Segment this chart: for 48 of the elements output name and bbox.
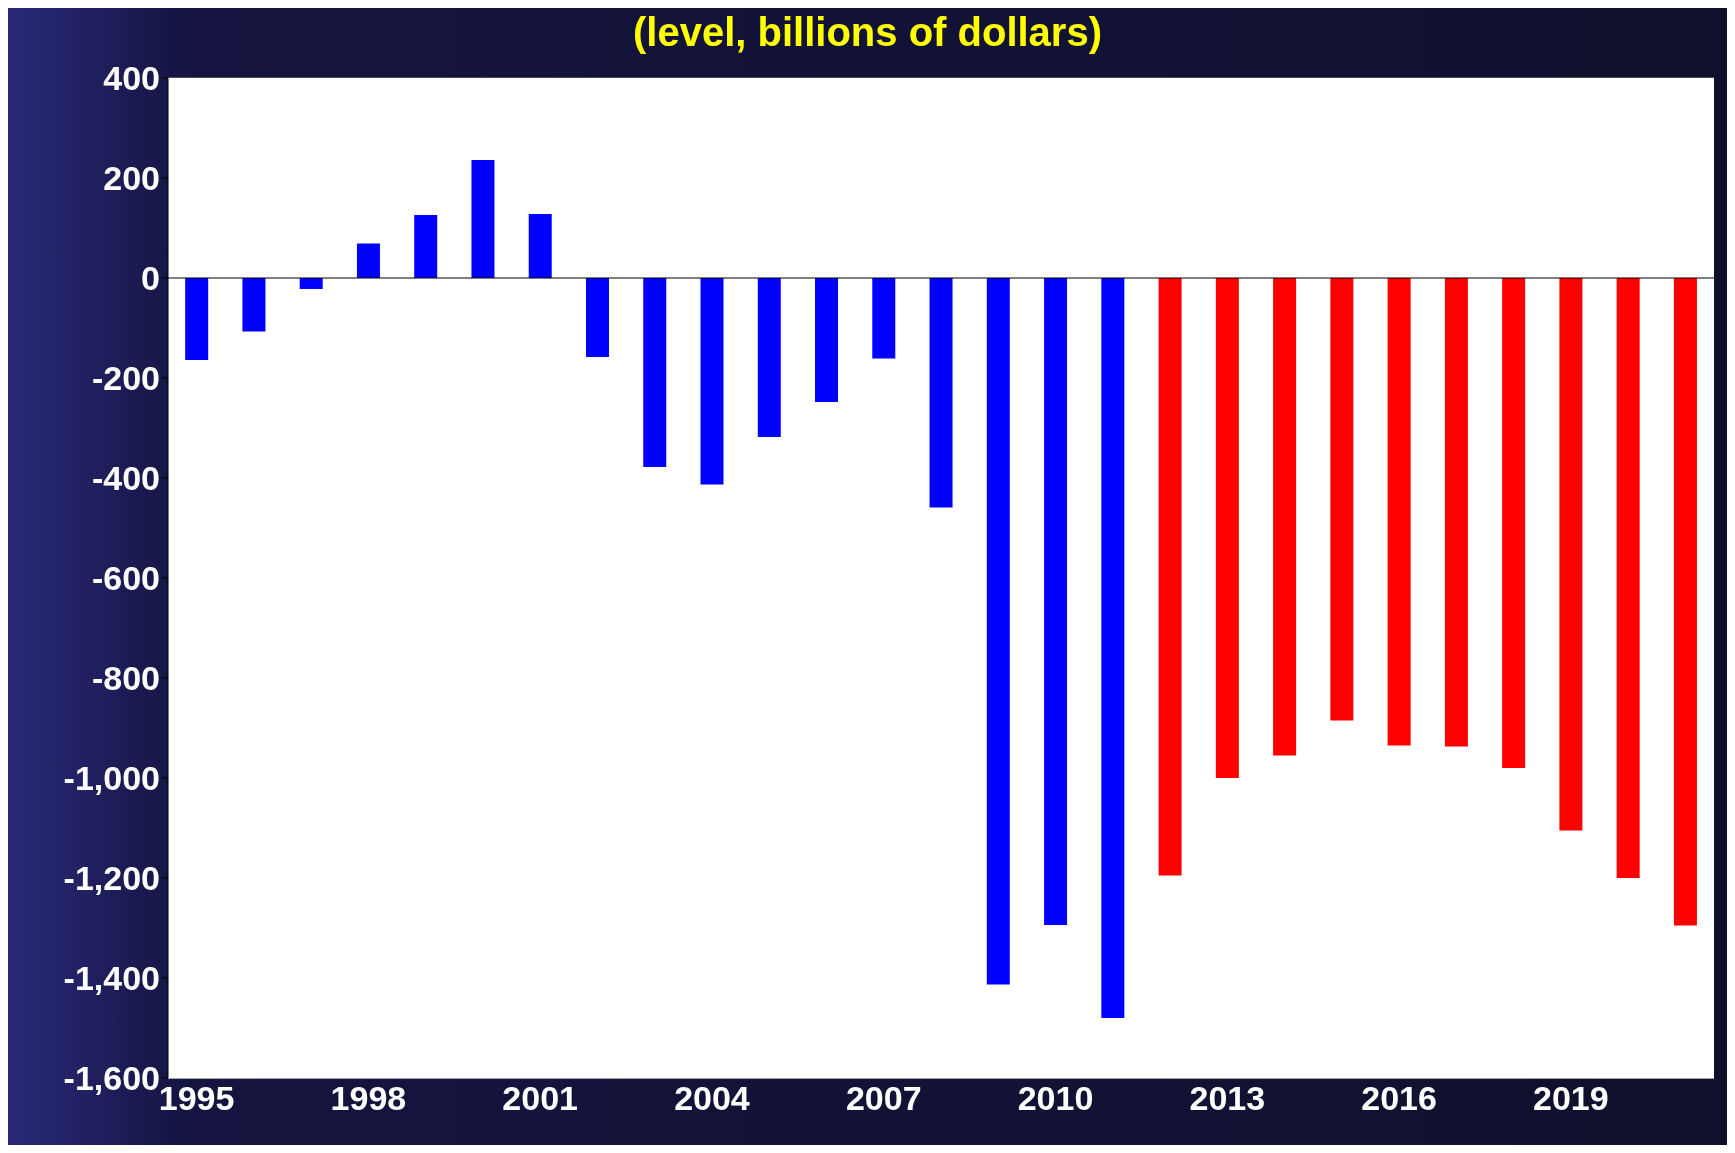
bar — [471, 160, 495, 278]
chart-title: (level, billions of dollars) — [632, 9, 1103, 56]
bar — [929, 278, 953, 508]
bar — [986, 278, 1010, 985]
y-tick-label: -800 — [91, 659, 160, 698]
x-tick-label: 2010 — [1017, 1079, 1094, 1118]
y-tick-label: -1,600 — [63, 1059, 160, 1098]
bar — [242, 278, 266, 332]
y-tick-label: -1,000 — [63, 759, 160, 798]
bar — [528, 214, 552, 278]
bar — [1215, 278, 1239, 778]
bar — [1559, 278, 1583, 831]
x-tick-label: 2016 — [1361, 1079, 1437, 1118]
x-tick-label: 2013 — [1189, 1079, 1266, 1118]
bar — [872, 278, 896, 359]
bar — [643, 278, 667, 467]
bar — [1616, 278, 1640, 878]
y-tick-label: -400 — [91, 459, 160, 498]
bar — [1502, 278, 1526, 768]
y-tick-label: 200 — [103, 159, 160, 198]
y-tick-label: -1,400 — [63, 959, 160, 998]
bar — [1044, 278, 1068, 925]
bar — [185, 278, 209, 360]
bar — [1444, 278, 1468, 747]
bar — [356, 243, 380, 278]
bar — [585, 278, 609, 357]
y-tick-label: -1,200 — [63, 859, 160, 898]
x-tick-label: 1995 — [158, 1079, 235, 1118]
y-tick-label: 0 — [141, 259, 160, 298]
x-tick-label: 2004 — [674, 1079, 750, 1118]
y-tick-label: 400 — [103, 59, 160, 98]
x-tick-label: 2001 — [502, 1079, 579, 1118]
bar — [1673, 278, 1697, 926]
x-tick-label: 2019 — [1533, 1079, 1609, 1118]
bar — [1387, 278, 1411, 746]
bar — [1273, 278, 1297, 756]
y-tick-label: -200 — [91, 359, 160, 398]
bar — [299, 278, 323, 289]
x-tick-label: 1998 — [330, 1079, 407, 1118]
bar — [414, 215, 438, 278]
y-tick-label: -600 — [91, 559, 160, 598]
bar — [1330, 278, 1354, 721]
bar — [1158, 278, 1182, 876]
bar — [757, 278, 781, 437]
bar — [1101, 278, 1125, 1018]
bar — [700, 278, 724, 485]
x-tick-label: 2007 — [845, 1079, 922, 1118]
bar — [815, 278, 839, 402]
